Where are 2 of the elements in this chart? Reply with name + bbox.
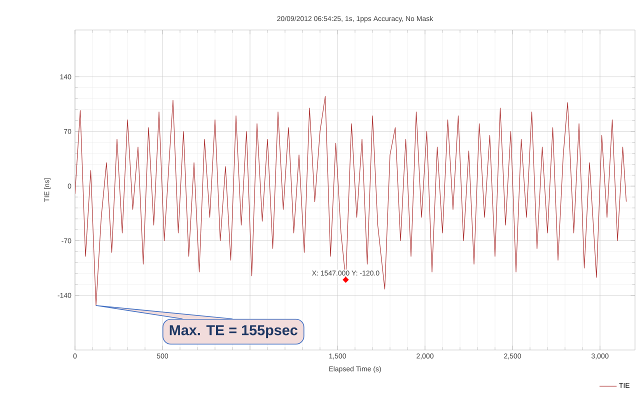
annotation: Max. TE = 155psec [170,325,298,338]
line-series [75,96,627,306]
